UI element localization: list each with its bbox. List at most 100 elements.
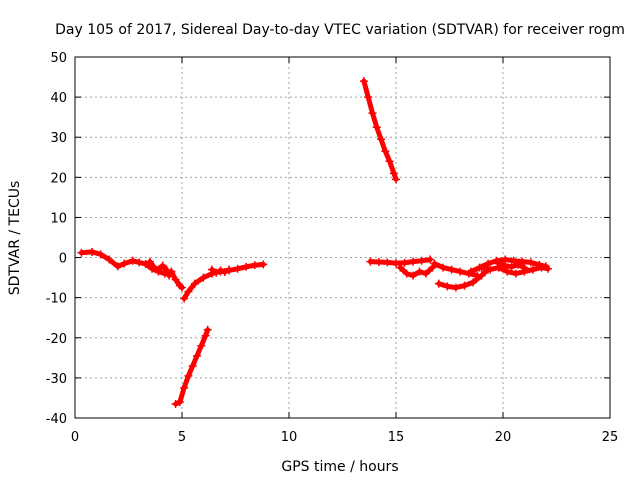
- data-point: [372, 123, 381, 132]
- data-point: [402, 269, 411, 278]
- data-point: [171, 399, 180, 408]
- x-tick-label: 20: [495, 430, 512, 445]
- data-point: [135, 258, 144, 267]
- data-point: [400, 258, 409, 267]
- y-tick-label: 20: [50, 171, 67, 186]
- data-point: [212, 268, 221, 277]
- data-point: [77, 248, 86, 257]
- x-tick-label: 0: [71, 430, 79, 445]
- data-point: [381, 147, 390, 156]
- grid: [75, 57, 610, 418]
- data-point: [528, 265, 537, 274]
- data-point: [216, 266, 225, 275]
- data-point: [250, 261, 259, 270]
- data-point: [207, 265, 216, 274]
- x-axis-label: GPS time / hours: [281, 459, 398, 475]
- data-point: [503, 267, 512, 276]
- data-point: [242, 262, 251, 271]
- data-point: [443, 282, 452, 291]
- data-point: [417, 256, 426, 265]
- data-point: [466, 267, 475, 276]
- plot-frame: [74, 56, 611, 419]
- data-point: [197, 341, 206, 350]
- data-point: [203, 325, 212, 334]
- data-point: [520, 263, 529, 272]
- data-point: [364, 93, 373, 102]
- data-point: [507, 262, 516, 271]
- data-point: [409, 257, 418, 266]
- data-point: [96, 250, 105, 259]
- data-point: [220, 267, 229, 276]
- data-point: [184, 371, 193, 380]
- data-point: [175, 397, 184, 406]
- data-point: [469, 278, 478, 287]
- data-point: [368, 109, 377, 118]
- series-arc-9: [396, 263, 437, 280]
- data-point: [120, 259, 129, 268]
- data-point: [421, 269, 430, 278]
- series-arc-3: [167, 267, 186, 292]
- series-arc-5: [207, 265, 234, 277]
- data-point: [383, 258, 392, 267]
- data-point: [513, 260, 522, 269]
- data-point: [171, 275, 180, 284]
- data-point: [199, 273, 208, 282]
- data-point: [88, 247, 97, 256]
- data-point: [225, 265, 234, 274]
- data-point: [486, 265, 495, 274]
- data-point: [526, 258, 535, 267]
- data-point: [158, 261, 167, 270]
- y-tick-label: 40: [50, 91, 67, 106]
- data-point: [259, 260, 268, 269]
- series-line: [168, 269, 185, 291]
- y-tick-label: 50: [50, 51, 67, 66]
- data-point: [409, 271, 418, 280]
- data-point: [141, 259, 150, 268]
- y-tick-label: 0: [59, 252, 67, 267]
- data-point: [501, 261, 510, 270]
- data-point: [113, 262, 122, 271]
- y-tick-label: -20: [46, 332, 67, 347]
- data-point: [178, 283, 186, 292]
- data-point: [509, 256, 518, 265]
- data-point: [460, 281, 469, 290]
- y-tick-label: -40: [46, 412, 67, 427]
- data-point: [456, 267, 465, 276]
- data-point: [233, 264, 242, 273]
- data-point: [145, 257, 154, 266]
- series-arc-6: [171, 325, 212, 408]
- data-point: [389, 169, 398, 178]
- data-point: [415, 267, 424, 276]
- series-line: [397, 265, 435, 279]
- data-point: [192, 351, 201, 360]
- data-point: [511, 269, 520, 278]
- data-point: [430, 259, 439, 268]
- data-point: [359, 77, 368, 86]
- data-point: [188, 361, 197, 370]
- data-point: [154, 265, 163, 274]
- data-points: [77, 77, 552, 408]
- data-point: [385, 157, 394, 166]
- y-tick-label: 30: [50, 131, 67, 146]
- series-arc-7: [359, 77, 400, 184]
- data-point: [377, 135, 386, 144]
- series-arc-8: [366, 255, 435, 268]
- data-point: [434, 279, 443, 288]
- x-tick-label: 25: [602, 430, 619, 445]
- series-arc-14: [494, 259, 529, 272]
- data-point: [190, 279, 199, 288]
- data-point: [392, 259, 400, 268]
- y-axis-label: SDTVAR / TECUs: [7, 181, 23, 296]
- data-point: [396, 263, 405, 272]
- data-point: [451, 283, 460, 292]
- data-point: [543, 264, 552, 273]
- data-point: [374, 257, 383, 266]
- chart-title: Day 105 of 2017, Sidereal Day-to-day VTE…: [55, 22, 625, 38]
- data-point: [426, 255, 435, 264]
- data-point: [537, 263, 546, 272]
- data-point: [484, 259, 493, 268]
- data-point: [477, 263, 486, 272]
- data-point: [447, 265, 456, 274]
- data-point: [180, 383, 189, 392]
